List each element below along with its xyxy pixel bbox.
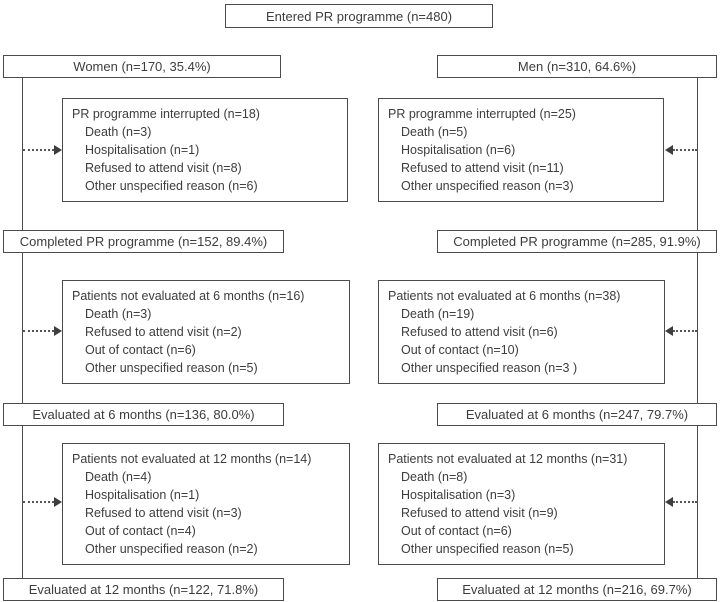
dropout-item: Death (n=5) — [401, 125, 468, 139]
dropout-item: Other unspecified reason (n=2) — [85, 542, 258, 556]
dropout-item: Other unspecified reason (n=5) — [85, 361, 258, 375]
dropout-title: Patients not evaluated at 6 months (n=38… — [388, 289, 621, 303]
arrowhead-left-icon — [665, 145, 673, 155]
dotted-arrow-line — [23, 330, 54, 332]
dropout-item: Death (n=4) — [85, 470, 152, 484]
dropout-item: Death (n=3) — [85, 125, 152, 139]
dropout-item: Death (n=3) — [85, 307, 152, 321]
dropout-title: Patients not evaluated at 12 months (n=1… — [72, 452, 312, 466]
women-completed-label: Completed PR programme (n=152, 89.4%) — [19, 234, 268, 249]
arrowhead-right-icon — [54, 145, 62, 155]
dotted-arrow-line — [673, 501, 697, 503]
women-box: Women (n=170, 35.4%) — [3, 55, 281, 78]
entered-programme-label: Entered PR programme (n=480) — [265, 8, 453, 24]
men-box: Men (n=310, 64.6%) — [437, 55, 717, 78]
arrowhead-right-icon — [54, 497, 62, 507]
women-evaluated-12m-label: Evaluated at 12 months (n=122, 71.8%) — [28, 582, 259, 597]
dropout-item: Out of contact (n=4) — [85, 524, 196, 538]
men-evaluated-6m-box: Evaluated at 6 months (n=247, 79.7%) — [437, 403, 717, 426]
dropout-item: Hospitalisation (n=3) — [401, 488, 516, 502]
dropout-item: Other unspecified reason (n=6) — [85, 179, 258, 193]
dropout-item: Other unspecified reason (n=3 ) — [401, 361, 578, 375]
dropout-item: Refused to attend visit (n=11) — [401, 161, 564, 175]
dotted-arrow-line — [23, 149, 54, 151]
men-interrupted-box: PR programme interrupted (n=25) Death (n… — [378, 98, 664, 202]
women-connector-line — [22, 426, 23, 578]
dropout-item: Out of contact (n=10) — [401, 343, 519, 357]
arrowhead-left-icon — [665, 497, 673, 507]
dropout-item: Refused to attend visit (n=3) — [85, 506, 242, 520]
women-evaluated-6m-box: Evaluated at 6 months (n=136, 80.0%) — [3, 403, 284, 426]
women-not-evaluated-12m-box: Patients not evaluated at 12 months (n=1… — [62, 443, 350, 565]
men-evaluated-12m-box: Evaluated at 12 months (n=216, 69.7%) — [437, 578, 717, 601]
dropout-item: Hospitalisation (n=1) — [85, 488, 200, 502]
women-label: Women (n=170, 35.4%) — [73, 59, 211, 74]
men-completed-box: Completed PR programme (n=285, 91.9%) — [437, 230, 717, 253]
dropout-item: Out of contact (n=6) — [401, 524, 512, 538]
dropout-item: Hospitalisation (n=6) — [401, 143, 516, 157]
men-connector-line — [697, 426, 698, 578]
entered-programme-box: Entered PR programme (n=480) — [225, 4, 493, 28]
women-evaluated-12m-box: Evaluated at 12 months (n=122, 71.8%) — [3, 578, 284, 601]
men-label: Men (n=310, 64.6%) — [517, 59, 637, 74]
dropout-item: Refused to attend visit (n=8) — [85, 161, 242, 175]
dropout-title: Patients not evaluated at 6 months (n=16… — [72, 289, 305, 303]
dropout-title: PR programme interrupted (n=25) — [388, 107, 576, 121]
dotted-arrow-line — [673, 149, 697, 151]
dropout-item: Death (n=8) — [401, 470, 468, 484]
men-completed-label: Completed PR programme (n=285, 91.9%) — [453, 234, 701, 249]
men-connector-line — [697, 253, 698, 403]
men-evaluated-6m-label: Evaluated at 6 months (n=247, 79.7%) — [465, 407, 689, 422]
dotted-arrow-line — [23, 501, 54, 503]
women-connector-line — [22, 78, 23, 230]
men-evaluated-12m-label: Evaluated at 12 months (n=216, 69.7%) — [462, 582, 692, 597]
men-connector-line — [697, 78, 698, 230]
dropout-item: Refused to attend visit (n=9) — [401, 506, 558, 520]
dropout-item: Refused to attend visit (n=6) — [401, 325, 558, 339]
women-interrupted-box: PR programme interrupted (n=18) Death (n… — [62, 98, 348, 202]
arrowhead-left-icon — [665, 326, 673, 336]
dropout-item: Refused to attend visit (n=2) — [85, 325, 242, 339]
dropout-item: Other unspecified reason (n=3) — [401, 179, 574, 193]
women-completed-box: Completed PR programme (n=152, 89.4%) — [3, 230, 284, 253]
women-not-evaluated-6m-box: Patients not evaluated at 6 months (n=16… — [62, 280, 350, 384]
men-not-evaluated-6m-box: Patients not evaluated at 6 months (n=38… — [378, 280, 665, 384]
dropout-item: Other unspecified reason (n=5) — [401, 542, 574, 556]
dropout-item: Out of contact (n=6) — [85, 343, 196, 357]
women-connector-line — [22, 253, 23, 403]
women-evaluated-6m-label: Evaluated at 6 months (n=136, 80.0%) — [32, 407, 255, 422]
dropout-title: PR programme interrupted (n=18) — [72, 107, 260, 121]
dropout-title: Patients not evaluated at 12 months (n=3… — [388, 452, 628, 466]
dropout-item: Hospitalisation (n=1) — [85, 143, 200, 157]
dropout-item: Death (n=19) — [401, 307, 475, 321]
arrowhead-right-icon — [54, 326, 62, 336]
men-not-evaluated-12m-box: Patients not evaluated at 12 months (n=3… — [378, 443, 665, 565]
dotted-arrow-line — [673, 330, 697, 332]
